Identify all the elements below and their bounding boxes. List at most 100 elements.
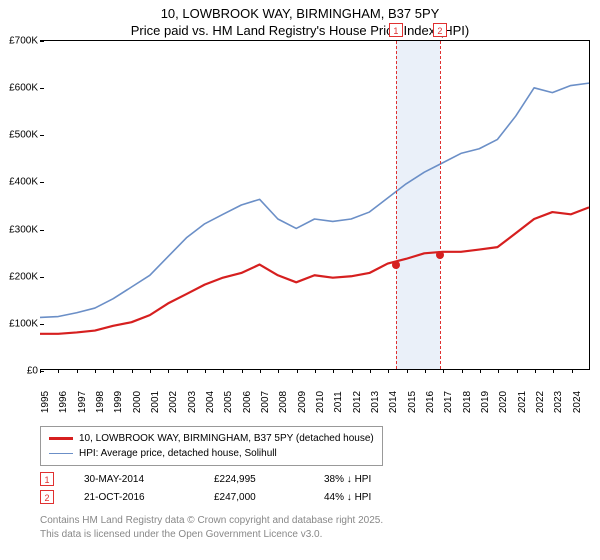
y-tick-mark: [40, 230, 44, 231]
legend-item: HPI: Average price, detached house, Soli…: [49, 446, 374, 461]
x-tick-label: 2007: [260, 391, 271, 413]
x-tick-label: 2018: [462, 391, 473, 413]
x-tick-mark: [462, 369, 463, 373]
x-tick-label: 2008: [278, 391, 289, 413]
x-tick-label: 2003: [187, 391, 198, 413]
sales-date: 30-MAY-2014: [84, 474, 184, 485]
sales-price: £247,000: [214, 492, 294, 503]
legend-label: HPI: Average price, detached house, Soli…: [79, 446, 277, 461]
sales-marker-box: 1: [40, 472, 54, 486]
x-tick-mark: [352, 369, 353, 373]
x-tick-label: 2013: [370, 391, 381, 413]
y-tick-label: £300K: [0, 224, 38, 235]
x-tick-mark: [407, 369, 408, 373]
x-tick-mark: [553, 369, 554, 373]
x-tick-label: 2012: [352, 391, 363, 413]
x-tick-label: 2000: [132, 391, 143, 413]
x-tick-mark: [480, 369, 481, 373]
x-tick-mark: [132, 369, 133, 373]
y-tick-label: £0: [0, 366, 38, 377]
series-hpi: [40, 83, 589, 317]
y-tick-label: £600K: [0, 83, 38, 94]
x-tick-mark: [260, 369, 261, 373]
x-tick-label: 2014: [388, 391, 399, 413]
x-tick-label: 2002: [168, 391, 179, 413]
x-tick-label: 2016: [425, 391, 436, 413]
x-tick-mark: [187, 369, 188, 373]
x-tick-label: 2019: [480, 391, 491, 413]
y-tick-label: £700K: [0, 36, 38, 47]
sales-row: 130-MAY-2014£224,99538% ↓ HPI: [40, 470, 424, 488]
x-tick-mark: [168, 369, 169, 373]
x-tick-label: 2005: [223, 391, 234, 413]
series-price_paid: [40, 207, 589, 333]
sale-marker-box: 1: [389, 23, 403, 37]
chart-area: £0£100K£200K£300K£400K£500K£600K£700K199…: [0, 40, 600, 420]
x-tick-label: 2023: [553, 391, 564, 413]
y-tick-mark: [40, 88, 44, 89]
x-tick-mark: [205, 369, 206, 373]
sale-dot: [392, 261, 400, 269]
footnote-line2: This data is licensed under the Open Gov…: [40, 529, 322, 540]
sales-marker-box: 2: [40, 490, 54, 504]
x-tick-mark: [498, 369, 499, 373]
x-tick-label: 2011: [333, 391, 344, 413]
x-tick-mark: [95, 369, 96, 373]
x-tick-mark: [58, 369, 59, 373]
y-tick-label: £400K: [0, 177, 38, 188]
x-tick-label: 2022: [535, 391, 546, 413]
x-tick-label: 2009: [297, 391, 308, 413]
y-tick-mark: [40, 324, 44, 325]
x-tick-mark: [113, 369, 114, 373]
chart-title-line1: 10, LOWBROOK WAY, BIRMINGHAM, B37 5PY: [0, 0, 600, 21]
x-tick-mark: [242, 369, 243, 373]
x-tick-label: 2004: [205, 391, 216, 413]
x-tick-mark: [40, 369, 41, 373]
sales-pct: 44% ↓ HPI: [324, 492, 424, 503]
x-tick-mark: [425, 369, 426, 373]
y-tick-label: £200K: [0, 271, 38, 282]
x-tick-mark: [388, 369, 389, 373]
x-tick-label: 1997: [77, 391, 88, 413]
legend-swatch: [49, 437, 73, 439]
x-tick-mark: [315, 369, 316, 373]
y-tick-label: £100K: [0, 318, 38, 329]
x-tick-mark: [572, 369, 573, 373]
x-tick-label: 1995: [40, 391, 51, 413]
x-tick-mark: [223, 369, 224, 373]
sales-pct: 38% ↓ HPI: [324, 474, 424, 485]
x-tick-label: 1998: [95, 391, 106, 413]
y-tick-mark: [40, 182, 44, 183]
x-tick-mark: [535, 369, 536, 373]
x-tick-mark: [297, 369, 298, 373]
x-tick-mark: [278, 369, 279, 373]
legend-swatch: [49, 453, 73, 455]
chart-title-line2: Price paid vs. HM Land Registry's House …: [0, 21, 600, 38]
x-tick-label: 2021: [517, 391, 528, 413]
chart-svg: [40, 41, 589, 369]
x-tick-mark: [77, 369, 78, 373]
x-tick-label: 2006: [242, 391, 253, 413]
sale-marker-box: 2: [433, 23, 447, 37]
x-tick-label: 1999: [113, 391, 124, 413]
x-tick-label: 2001: [150, 391, 161, 413]
x-tick-label: 2010: [315, 391, 326, 413]
x-tick-mark: [370, 369, 371, 373]
footnote-line1: Contains HM Land Registry data © Crown c…: [40, 515, 383, 526]
y-tick-mark: [40, 277, 44, 278]
x-tick-mark: [150, 369, 151, 373]
x-tick-label: 2020: [498, 391, 509, 413]
legend-box: 10, LOWBROOK WAY, BIRMINGHAM, B37 5PY (d…: [40, 426, 383, 466]
sales-date: 21-OCT-2016: [84, 492, 184, 503]
y-tick-mark: [40, 41, 44, 42]
chart-plot: £0£100K£200K£300K£400K£500K£600K£700K199…: [40, 40, 590, 370]
x-tick-mark: [517, 369, 518, 373]
footnote: Contains HM Land Registry data © Crown c…: [40, 514, 383, 541]
legend-label: 10, LOWBROOK WAY, BIRMINGHAM, B37 5PY (d…: [79, 431, 374, 446]
sales-row: 2 21-OCT-2016 £247,000 44% ↓ HPI: [40, 488, 424, 506]
x-tick-label: 1996: [58, 391, 69, 413]
x-tick-mark: [333, 369, 334, 373]
x-tick-label: 2024: [572, 391, 583, 413]
x-tick-label: 2017: [443, 391, 454, 413]
chart-container: 10, LOWBROOK WAY, BIRMINGHAM, B37 5PY Pr…: [0, 0, 600, 560]
